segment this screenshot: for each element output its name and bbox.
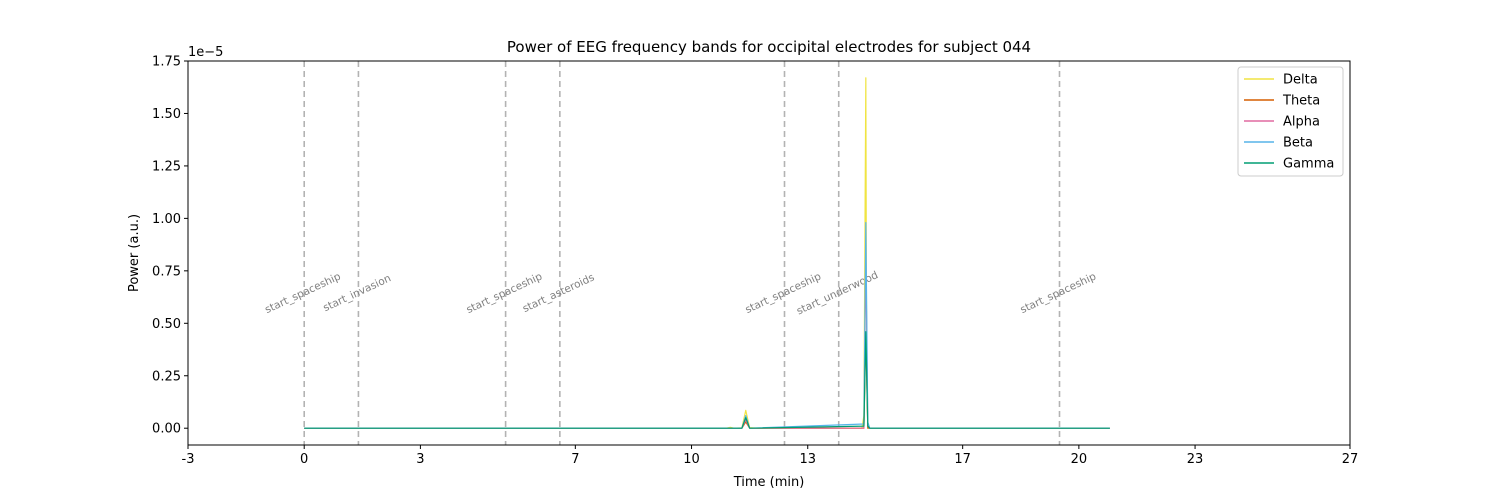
series-line-theta xyxy=(304,333,1110,429)
axis-ticks: -3 0 3 7 10 13 17 20 23 27 0.00 0.25 0.50 0.75 1.00 1.2… xyxy=(152,55,1358,468)
legend: Delta Theta Alpha Beta Gamma xyxy=(1237,66,1344,177)
series-line-alpha xyxy=(304,253,1110,429)
legend-label-beta: Beta xyxy=(1283,136,1313,151)
series-line-beta xyxy=(304,221,1110,429)
x-tick-label: 13 xyxy=(799,452,816,467)
y-tick-label: 1.25 xyxy=(152,159,181,174)
x-tick-label: 0 xyxy=(300,452,308,467)
x-tick-label: 3 xyxy=(416,452,424,467)
x-tick-label: 27 xyxy=(1342,452,1359,467)
legend-label-delta: Delta xyxy=(1283,73,1318,88)
x-tick-label: 20 xyxy=(1071,452,1088,467)
legend-box xyxy=(1237,66,1344,177)
legend-label-alpha: Alpha xyxy=(1283,115,1320,130)
x-tick-label: 7 xyxy=(571,452,579,467)
x-tick-label: 17 xyxy=(954,452,971,467)
legend-label-gamma: Gamma xyxy=(1283,157,1334,172)
y-axis-label: Power (a.u.) xyxy=(127,214,142,292)
x-tick-label: -3 xyxy=(182,452,195,467)
event-marker-label: start_spaceship xyxy=(1018,270,1098,316)
y-tick-label: 0.00 xyxy=(152,422,181,437)
x-axis-label: Time (min) xyxy=(733,475,805,490)
legend-label-theta: Theta xyxy=(1282,94,1320,109)
series-lines xyxy=(304,77,1110,429)
y-tick-label: 1.00 xyxy=(152,212,181,227)
series-line-delta xyxy=(304,77,1110,429)
y-tick-label: 0.50 xyxy=(152,317,181,332)
y-tick-label: 1.75 xyxy=(152,55,181,70)
x-tick-label: 10 xyxy=(683,452,700,467)
y-tick-label: 0.75 xyxy=(152,264,181,279)
y-tick-label: 1.50 xyxy=(152,107,181,122)
series-line-gamma xyxy=(304,331,1110,429)
y-tick-label: 0.25 xyxy=(152,369,181,384)
plot-area-frame xyxy=(187,60,1351,446)
y-axis-offset-text: 1e−5 xyxy=(188,45,223,60)
chart-title: Power of EEG frequency bands for occipit… xyxy=(507,38,1031,56)
x-tick-label: 23 xyxy=(1187,452,1204,467)
